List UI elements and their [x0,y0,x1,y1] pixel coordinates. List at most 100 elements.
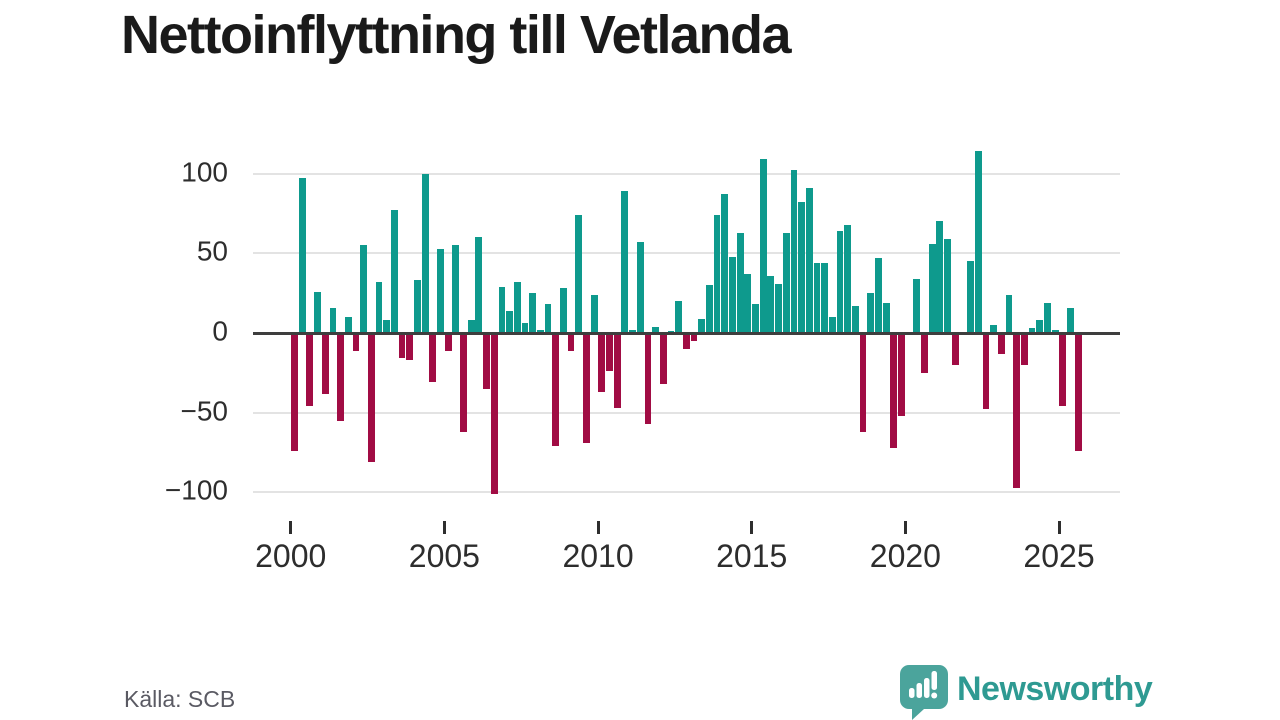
bar-2000-Q4 [314,291,321,333]
bar-2010-Q3 [613,333,621,408]
logo-bar-large [924,678,930,698]
gridline-y--50 [253,411,1120,414]
bar-2002-Q1 [352,333,360,351]
bar-2024-Q1 [1028,328,1036,333]
bar-2018-Q2 [851,305,859,333]
logo-exclamation-bar [931,671,937,690]
x-axis-tick-2020 [903,521,907,534]
bar-2014-Q2 [729,256,736,333]
bar-2003-Q4 [406,333,414,361]
bar-2008-Q4 [560,288,567,333]
bar-2004-Q2 [421,173,429,333]
bar-2009-Q1 [567,333,575,351]
bar-2016-Q2 [790,170,798,333]
bar-2013-Q1 [690,333,698,341]
gridline-y-100 [253,172,1120,175]
bar-2018-Q4 [867,293,875,333]
bar-2000-Q2 [298,178,306,333]
bar-2024-Q4 [1051,329,1059,333]
bar-2020-Q2 [913,278,921,333]
x-axis-label-2010: 2010 [562,538,634,574]
bar-2001-Q4 [344,317,352,333]
bar-2016-Q1 [782,232,790,333]
bar-2005-Q3 [460,333,467,432]
bar-2015-Q1 [752,304,759,333]
y-axis-label-50: 50 [196,236,228,268]
bar-2024-Q2 [1036,320,1044,333]
bar-2015-Q4 [775,283,782,333]
x-axis-label-2015: 2015 [716,538,788,574]
bar-2011-Q4 [652,326,659,333]
gridline-y--100 [253,491,1120,494]
bar-2023-Q2 [1005,294,1013,333]
bar-2020-Q4 [928,243,936,333]
bar-2005-Q2 [452,245,460,333]
x-axis-tick-2005 [442,521,446,534]
bar-2004-Q4 [437,248,444,333]
bar-2012-Q1 [659,333,667,384]
bar-2005-Q1 [444,333,452,351]
bar-2007-Q4 [529,293,537,333]
bar-2012-Q4 [682,333,690,349]
y-axis-label-100: 100 [181,156,228,188]
chart-title: Nettoinflyttning till Vetlanda [121,5,792,65]
bar-2011-Q2 [636,242,644,333]
x-axis-tick-2000 [289,521,293,534]
x-axis-label-2020: 2020 [869,538,941,574]
bar-2000-Q3 [306,333,314,407]
bar-2010-Q2 [606,333,613,372]
bar-2010-Q4 [621,191,629,333]
bar-2025-Q1 [1059,333,1067,407]
bar-2002-Q2 [360,245,368,333]
bar-2006-Q2 [483,333,490,389]
bar-2001-Q3 [337,333,344,421]
bar-2018-Q3 [859,333,867,432]
bar-2007-Q2 [513,282,521,333]
bar-2001-Q1 [321,333,329,394]
bar-2021-Q3 [951,333,959,365]
bar-2016-Q3 [798,202,805,333]
bar-2009-Q3 [583,333,590,443]
logo-exclamation-dot [931,692,938,699]
bar-2020-Q3 [921,333,928,373]
bar-2007-Q3 [521,323,529,333]
newsworthy-bubble-icon [900,665,948,720]
bar-2004-Q1 [414,280,421,333]
bar-2017-Q3 [828,317,836,333]
bar-2025-Q2 [1067,307,1074,333]
bar-2003-Q1 [383,320,391,333]
bar-2017-Q2 [821,262,829,333]
bar-2025-Q3 [1074,333,1082,451]
gridline-y-50 [253,252,1120,255]
bar-2008-Q2 [544,304,552,333]
bar-2023-Q1 [997,333,1005,354]
bar-2022-Q2 [974,151,982,333]
bar-2006-Q3 [490,333,498,494]
bar-2006-Q1 [475,237,483,333]
bar-2021-Q2 [944,238,951,333]
bar-2013-Q3 [705,285,713,333]
bar-2002-Q4 [375,282,383,333]
bar-2008-Q3 [552,333,560,447]
bar-2013-Q4 [713,215,721,333]
bar-2002-Q3 [367,333,375,463]
x-axis-tick-2025 [1057,521,1061,534]
bar-2006-Q4 [498,286,506,333]
bar-2003-Q3 [398,333,406,359]
bar-2021-Q1 [936,221,944,333]
x-axis-label-2005: 2005 [408,538,480,574]
bar-2019-Q2 [882,302,890,333]
bar-2022-Q4 [990,325,998,333]
bar-2000-Q1 [291,333,298,451]
bar-2018-Q1 [844,224,852,333]
bar-2013-Q2 [698,318,706,333]
x-axis-tick-2015 [750,521,754,534]
brand-name: Newsworthy [957,670,1153,708]
bar-2001-Q2 [329,307,337,333]
bar-2017-Q4 [836,231,844,333]
bar-2011-Q3 [644,333,652,424]
logo-bar-small [909,688,915,698]
bar-2019-Q1 [875,258,882,333]
bar-2004-Q3 [429,333,437,383]
